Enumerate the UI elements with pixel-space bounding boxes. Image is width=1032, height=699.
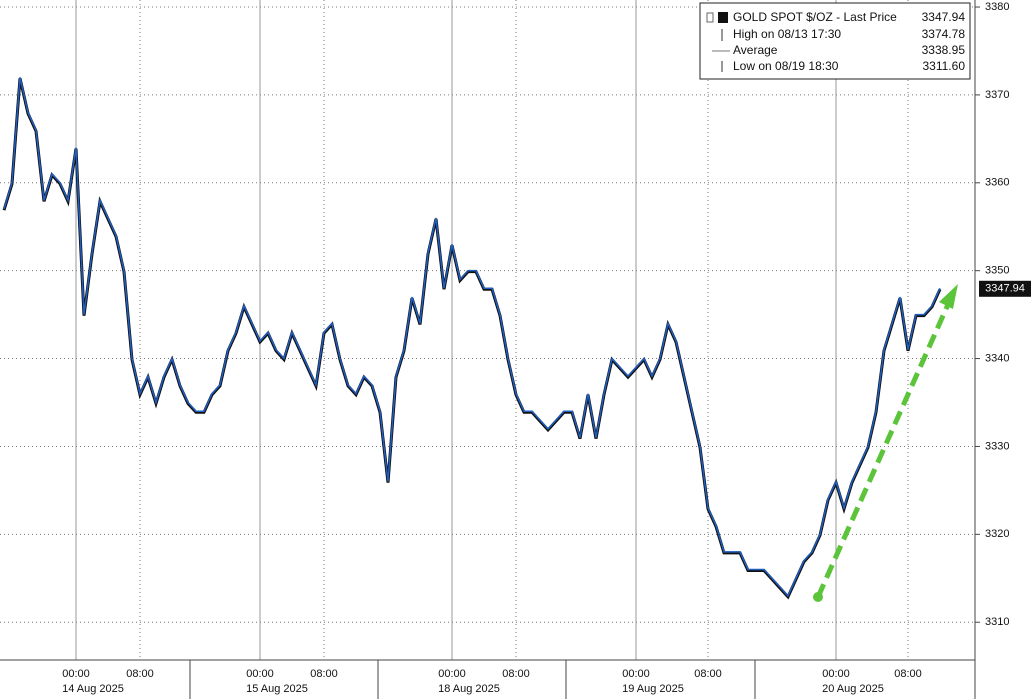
- x-tick-label: 08:00: [694, 668, 722, 680]
- last-price-label: 3347.94: [985, 283, 1025, 295]
- x-date-label: 18 Aug 2025: [438, 683, 500, 695]
- x-tick-label: 00:00: [438, 668, 466, 680]
- legend-value: 3347.94: [922, 10, 966, 24]
- legend-value: 3374.78: [922, 27, 966, 41]
- arrow-tail: [813, 592, 823, 602]
- x-tick-label: 08:00: [126, 668, 154, 680]
- last-price-tag: [979, 280, 1031, 297]
- legend-value: 3338.95: [922, 43, 966, 57]
- x-date-label: 19 Aug 2025: [622, 683, 684, 695]
- legend-box: [699, 2, 971, 80]
- y-tick-label: 3310: [985, 616, 1009, 628]
- price-line: [3, 77, 941, 598]
- x-tick-label: 00:00: [62, 668, 90, 680]
- y-tick-label: 3330: [985, 440, 1009, 452]
- y-tick-label: 3360: [985, 177, 1009, 189]
- legend-icon: [706, 12, 714, 23]
- x-date-label: 15 Aug 2025: [246, 683, 308, 695]
- legend-label: High on 08/13 17:30: [733, 27, 841, 41]
- x-tick-label: 00:00: [622, 668, 650, 680]
- plot-area: [0, 0, 975, 660]
- x-date-label: 20 Aug 2025: [822, 683, 884, 695]
- y-tick-label: 3350: [985, 265, 1009, 277]
- arrow-shaft: [815, 298, 953, 599]
- y-tick-label: 3320: [985, 528, 1009, 540]
- arrow-head: [939, 284, 958, 309]
- legend: GOLD SPOT $/OZ - Last Price 3347.94 High…: [699, 2, 971, 80]
- x-tick-label: 00:00: [246, 668, 274, 680]
- y-tick-label: 3340: [985, 352, 1009, 364]
- x-tick-label: 08:00: [310, 668, 338, 680]
- x-date-label: 14 Aug 2025: [62, 683, 124, 695]
- legend-icon: [718, 12, 728, 23]
- y-tick-label: 3380: [985, 1, 1009, 13]
- x-tick-label: 08:00: [502, 668, 530, 680]
- y-tick-label: 3370: [985, 89, 1009, 101]
- legend-label: GOLD SPOT $/OZ - Last Price: [733, 10, 897, 24]
- marks: [2, 77, 942, 600]
- day-separators: [189, 660, 756, 699]
- y-axis: 3310 3320 3330 3340 3350 3360 3370 3380: [975, 1, 1009, 628]
- legend-label: Average: [733, 43, 778, 57]
- x-tick-label: 00:00: [822, 668, 850, 680]
- legend-value: 3311.60: [923, 59, 966, 73]
- x-tick-label: 08:00: [894, 668, 922, 680]
- trend-arrow: [813, 284, 958, 602]
- legend-label: Low on 08/19 18:30: [733, 59, 839, 73]
